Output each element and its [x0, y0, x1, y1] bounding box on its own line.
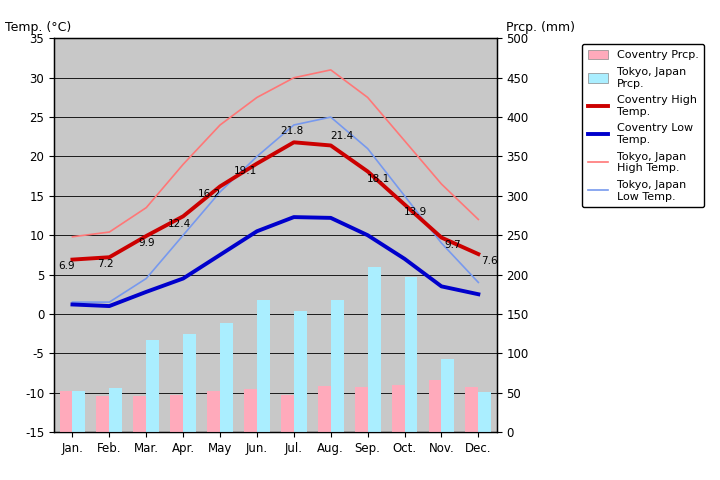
Text: 12.4: 12.4: [168, 218, 191, 228]
Bar: [146, 340, 159, 432]
Bar: [220, 324, 233, 432]
Bar: [96, 396, 109, 432]
Bar: [257, 300, 270, 432]
Text: Temp. (°C): Temp. (°C): [5, 22, 71, 35]
Bar: [465, 387, 478, 432]
Text: 9.7: 9.7: [444, 240, 461, 250]
Bar: [109, 388, 122, 432]
Text: 18.1: 18.1: [367, 174, 390, 184]
Bar: [368, 267, 381, 432]
Bar: [60, 391, 73, 432]
Bar: [330, 300, 343, 432]
Bar: [281, 395, 294, 432]
Text: 13.9: 13.9: [404, 207, 427, 217]
Text: 7.6: 7.6: [481, 255, 498, 265]
Text: 19.1: 19.1: [234, 166, 258, 176]
Text: 16.2: 16.2: [197, 189, 220, 199]
Text: Prcp. (mm): Prcp. (mm): [505, 22, 575, 35]
Bar: [392, 385, 405, 432]
Text: 7.2: 7.2: [97, 259, 114, 269]
Text: 6.9: 6.9: [58, 261, 75, 271]
Bar: [170, 395, 183, 432]
Bar: [318, 385, 330, 432]
Text: 21.8: 21.8: [280, 126, 304, 136]
Text: 9.9: 9.9: [138, 238, 155, 248]
Bar: [183, 334, 196, 432]
Bar: [478, 392, 491, 432]
Bar: [294, 311, 307, 432]
Bar: [133, 396, 146, 432]
Bar: [207, 391, 220, 432]
Text: 21.4: 21.4: [330, 131, 354, 141]
Bar: [428, 380, 441, 432]
Bar: [405, 277, 418, 432]
Bar: [441, 359, 454, 432]
Bar: [244, 389, 257, 432]
Bar: [73, 391, 86, 432]
Legend: Coventry Prcp., Tokyo, Japan
Prcp., Coventry High
Temp., Coventry Low
Temp., Tok: Coventry Prcp., Tokyo, Japan Prcp., Cove…: [582, 44, 704, 207]
Bar: [355, 387, 368, 432]
